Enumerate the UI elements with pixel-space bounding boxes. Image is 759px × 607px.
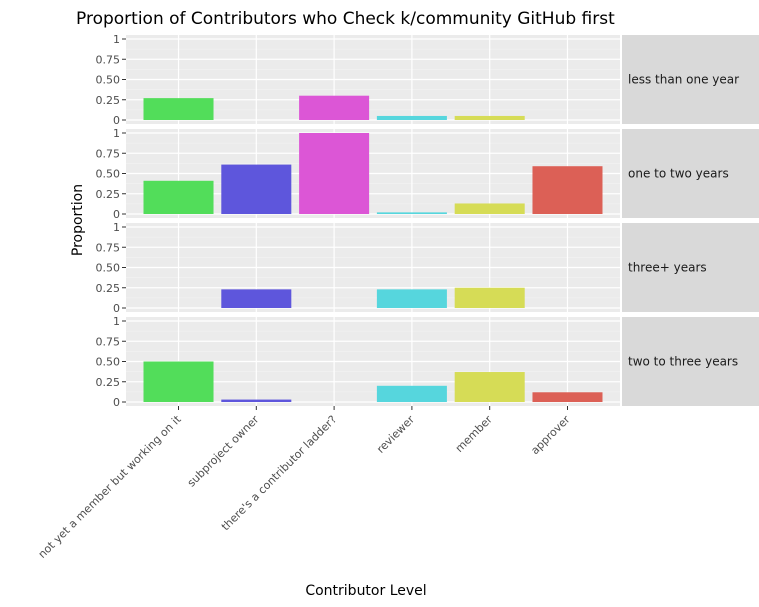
bar — [376, 385, 447, 402]
facet-strip-label: one to two years — [628, 167, 729, 181]
y-tick-label: 0.50 — [96, 356, 121, 369]
facet-strip — [622, 223, 759, 312]
bar — [532, 392, 603, 402]
y-tick-label: 0.50 — [96, 74, 121, 87]
y-tick-label: 0.75 — [96, 147, 121, 160]
x-tick-label: reviewer — [374, 413, 417, 456]
y-tick-label: 1 — [113, 33, 120, 46]
facet-panel: 0 0.25 0.50 0.75 1 one to two years — [96, 127, 759, 221]
bar — [143, 361, 214, 402]
y-tick-label: 0.25 — [96, 94, 121, 107]
facet-panel: 0 0.25 0.50 0.75 1 less than one year — [96, 33, 759, 127]
y-tick-label: 0.25 — [96, 282, 121, 295]
bar — [299, 133, 370, 214]
facet-strip — [622, 317, 759, 406]
bar — [221, 164, 292, 214]
y-tick-label: 0.50 — [96, 168, 121, 181]
y-tick-label: 0.25 — [96, 376, 121, 389]
bar — [454, 203, 525, 214]
x-axis-title: Contributor Level — [305, 583, 426, 599]
y-tick-label: 1 — [113, 127, 120, 140]
bar — [143, 98, 214, 120]
bar — [376, 289, 447, 308]
y-tick-label: 1 — [113, 221, 120, 234]
y-tick-label: 0 — [113, 208, 120, 221]
bar — [221, 399, 292, 402]
bar — [454, 372, 525, 402]
y-tick-label: 0 — [113, 302, 120, 315]
y-tick-label: 1 — [113, 315, 120, 328]
y-tick-label: 0 — [113, 114, 120, 127]
facet-panel: 0 0.25 0.50 0.75 1 two to three years — [96, 315, 759, 409]
facet-strip-label: three+ years — [628, 261, 707, 275]
bar — [454, 287, 525, 308]
y-tick-label: 0.50 — [96, 262, 121, 275]
y-tick-label: 0.75 — [96, 53, 121, 66]
x-axis: not yet a member but working on it subpro… — [36, 406, 573, 561]
bar — [299, 95, 370, 120]
facet-panels: 0 0.25 0.50 0.75 1 less than one year 0 0.25 0.5… — [96, 33, 759, 409]
y-tick-label: 0.25 — [96, 188, 121, 201]
bar — [532, 166, 603, 214]
bar — [143, 180, 214, 214]
bar — [221, 289, 292, 308]
y-tick-label: 0.75 — [96, 335, 121, 348]
bar — [376, 115, 447, 120]
x-tick-label: not yet a member but working on it — [36, 412, 184, 560]
chart-title: Proportion of Contributors who Check k/c… — [76, 9, 615, 29]
x-tick-label: subproject owner — [185, 413, 262, 490]
bar — [376, 212, 447, 214]
x-tick-label: member — [453, 413, 495, 455]
facet-strip-label: two to three years — [628, 355, 738, 369]
facet-strip — [622, 35, 759, 124]
y-tick-label: 0.75 — [96, 241, 121, 254]
facet-panel: 0 0.25 0.50 0.75 1 three+ years — [96, 221, 759, 315]
bar — [454, 115, 525, 120]
facet-strip-label: less than one year — [628, 73, 739, 87]
y-tick-label: 0 — [113, 396, 120, 409]
facet-strip — [622, 129, 759, 218]
y-axis-title: Proportion — [70, 184, 86, 256]
x-tick-label: approver — [528, 413, 573, 458]
